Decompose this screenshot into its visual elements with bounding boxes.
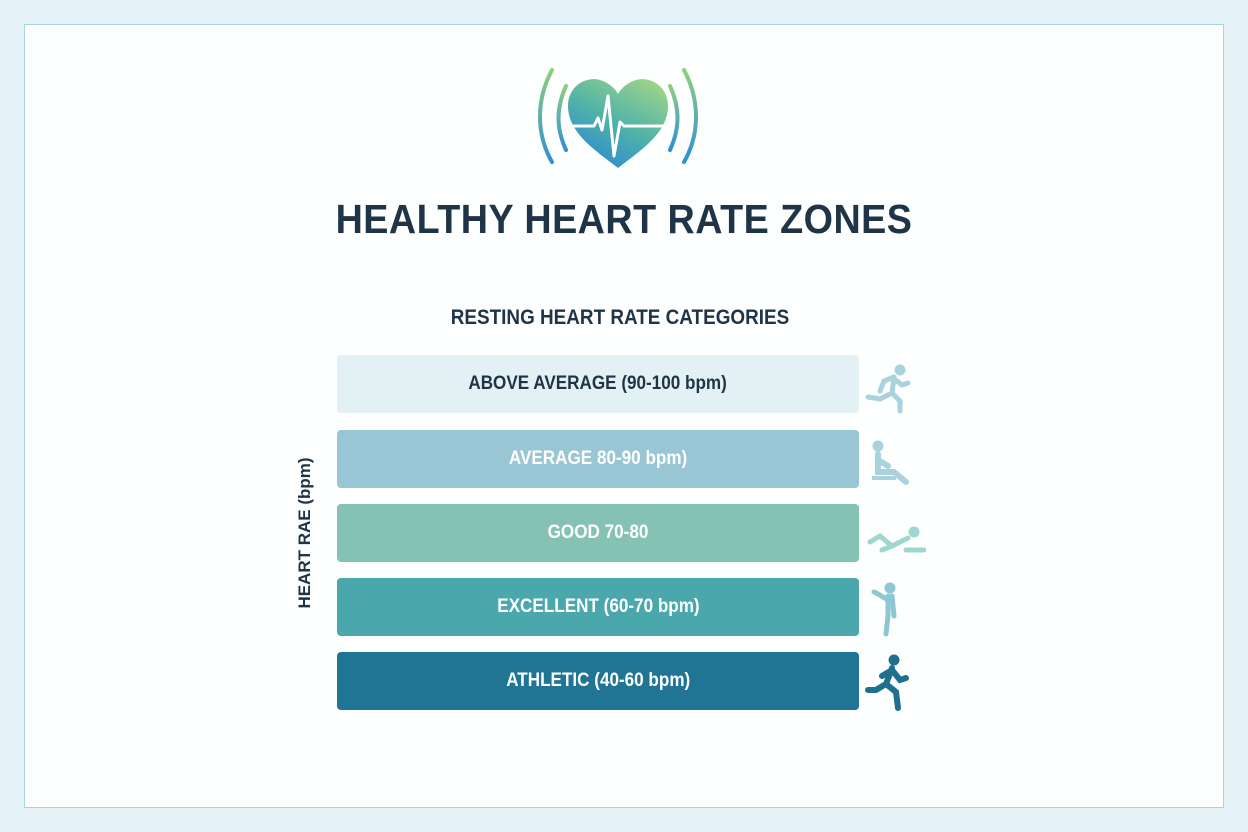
reclining-person-icon	[867, 526, 926, 553]
heart-pulse-icon	[538, 68, 698, 168]
zone-label: GOOD 70-80	[547, 522, 649, 543]
zone-bar: ABOVE AVERAGE (90-100 bpm)	[337, 355, 859, 413]
zone-bar: ATHLETIC (40-60 bpm)	[337, 652, 859, 710]
zone-label: EXCELLENT (60-70 bpm)	[496, 596, 700, 617]
zone-bar: AVERAGE 80-90 bpm)	[337, 430, 859, 488]
runner-icon	[865, 654, 909, 711]
standing-person-icon	[871, 582, 897, 637]
zone-label: AVERAGE 80-90 bpm)	[508, 448, 688, 469]
page-title: HEALTHY HEART RATE ZONES	[335, 196, 913, 242]
zone-label: ABOVE AVERAGE (90-100 bpm)	[468, 373, 728, 394]
zone-bar: EXCELLENT (60-70 bpm)	[337, 578, 859, 636]
y-axis-label: HEART RAE (bpm)	[295, 457, 314, 609]
running-person-icon	[865, 364, 911, 414]
zone-bar: GOOD 70-80	[337, 504, 859, 562]
sitting-person-icon	[872, 440, 909, 485]
chart-subtitle: RESTING HEART RATE CATEGORIES	[450, 306, 790, 329]
zone-label: ATHLETIC (40-60 bpm)	[506, 670, 690, 691]
